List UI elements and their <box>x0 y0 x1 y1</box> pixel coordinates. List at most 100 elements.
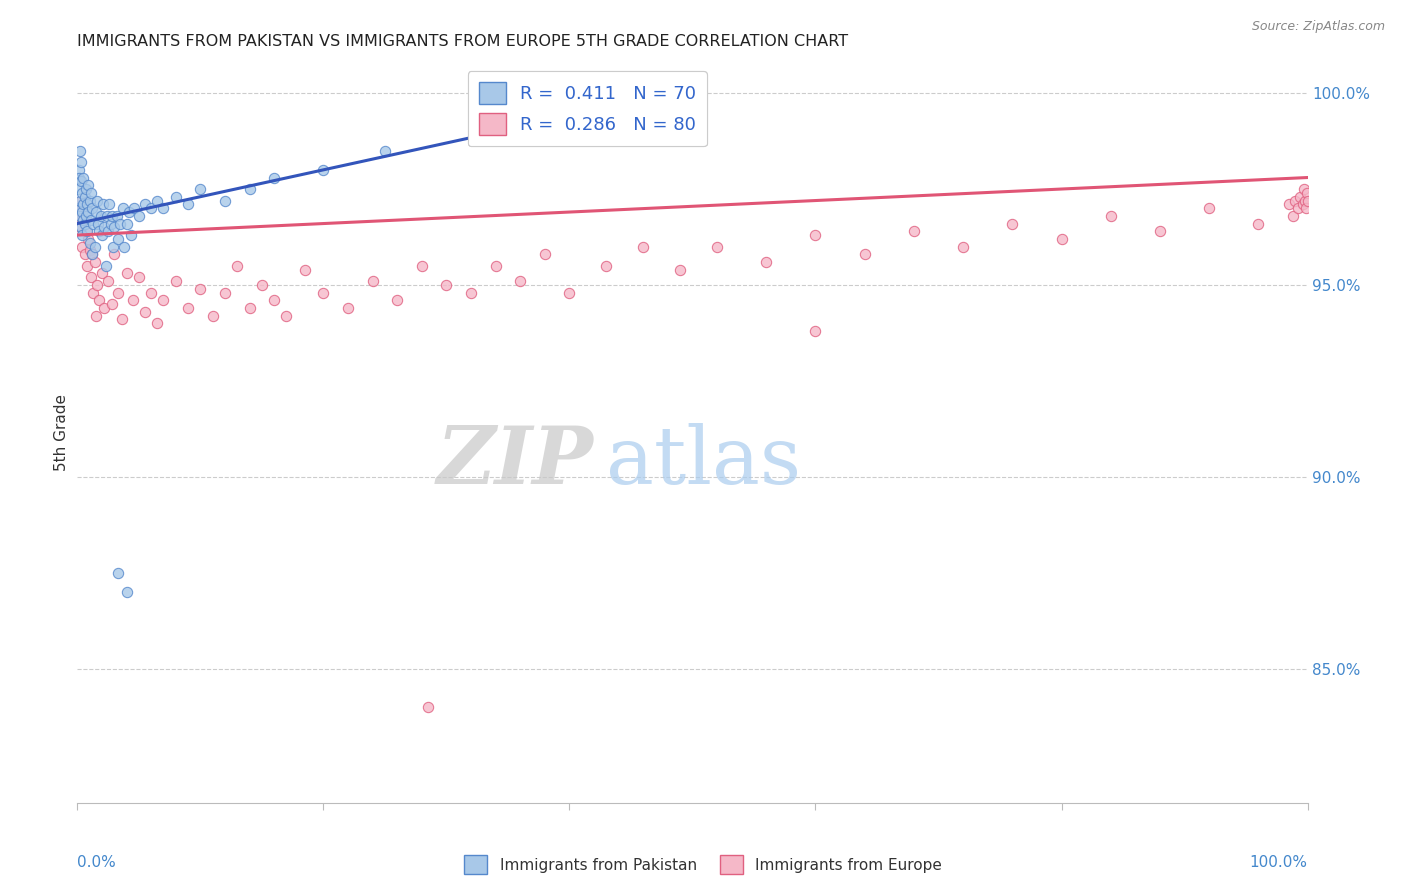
Point <box>70 186 93 200</box>
Point <box>66 201 89 215</box>
Point <box>1294 194 1316 208</box>
Point <box>115 584 138 599</box>
Point <box>558 285 581 300</box>
Point <box>70 220 93 235</box>
Point <box>84 205 107 219</box>
Point <box>76 224 98 238</box>
Point <box>111 312 132 326</box>
Point <box>903 224 925 238</box>
Point <box>134 197 156 211</box>
Point <box>67 170 90 185</box>
Point <box>122 201 145 215</box>
Text: 100.0%: 100.0% <box>1250 855 1308 870</box>
Point <box>416 699 439 714</box>
Point <box>165 274 187 288</box>
Point <box>105 209 128 223</box>
Point <box>188 182 212 196</box>
Point <box>90 228 114 243</box>
Point <box>436 277 458 292</box>
Point <box>79 235 101 250</box>
Point <box>1099 209 1122 223</box>
Point <box>77 178 100 193</box>
Point <box>82 201 104 215</box>
Point <box>72 170 94 185</box>
Point <box>250 277 273 292</box>
Point <box>115 267 138 281</box>
Point <box>485 259 508 273</box>
Point <box>70 205 93 219</box>
Text: atlas: atlas <box>606 423 801 501</box>
Text: IMMIGRANTS FROM PAKISTAN VS IMMIGRANTS FROM EUROPE 5TH GRADE CORRELATION CHART: IMMIGRANTS FROM PAKISTAN VS IMMIGRANTS F… <box>77 34 848 49</box>
Text: Source: ZipAtlas.com: Source: ZipAtlas.com <box>1251 20 1385 33</box>
Point <box>83 255 105 269</box>
Point <box>239 301 262 315</box>
Point <box>141 285 163 300</box>
Point <box>337 301 360 315</box>
Point <box>69 194 91 208</box>
Point <box>97 224 120 238</box>
Point <box>1286 201 1309 215</box>
Point <box>534 247 557 261</box>
Point <box>385 293 409 308</box>
Point <box>1284 194 1306 208</box>
Point <box>633 239 655 253</box>
Point <box>87 217 110 231</box>
Point <box>80 186 103 200</box>
Point <box>89 224 111 238</box>
Point <box>804 228 827 243</box>
Point <box>214 194 236 208</box>
Point <box>82 285 104 300</box>
Point <box>67 162 90 177</box>
Point <box>70 194 93 208</box>
Point <box>80 270 103 285</box>
Point <box>239 182 262 196</box>
Point <box>101 209 124 223</box>
Point <box>75 209 97 223</box>
Point <box>121 293 143 308</box>
Point <box>97 274 120 288</box>
Point <box>72 212 94 227</box>
Point <box>152 201 174 215</box>
Legend: Immigrants from Pakistan, Immigrants from Europe: Immigrants from Pakistan, Immigrants fro… <box>458 849 948 880</box>
Point <box>69 144 91 158</box>
Point <box>755 255 778 269</box>
Point <box>177 301 200 315</box>
Point <box>118 205 141 219</box>
Point <box>67 209 90 223</box>
Point <box>294 262 316 277</box>
Point <box>952 239 974 253</box>
Point <box>69 220 91 235</box>
Point <box>595 259 617 273</box>
Point <box>84 309 107 323</box>
Legend: R =  0.411   N = 70, R =  0.286   N = 80: R = 0.411 N = 70, R = 0.286 N = 80 <box>468 71 707 146</box>
Point <box>66 182 89 196</box>
Point <box>128 270 150 285</box>
Point <box>1296 194 1319 208</box>
Point <box>214 285 236 300</box>
Point <box>1278 197 1301 211</box>
Point <box>165 190 187 204</box>
Point <box>146 316 169 330</box>
Point <box>115 217 138 231</box>
Point <box>75 224 97 238</box>
Point <box>1292 197 1315 211</box>
Point <box>460 285 482 300</box>
Point <box>70 228 93 243</box>
Point <box>93 301 115 315</box>
Point <box>1247 217 1270 231</box>
Point <box>121 228 143 243</box>
Point <box>75 182 97 196</box>
Point <box>1296 186 1319 200</box>
Point <box>82 247 104 261</box>
Point <box>96 209 118 223</box>
Point <box>1198 201 1220 215</box>
Point <box>100 217 122 231</box>
Point <box>94 259 117 273</box>
Point <box>79 194 101 208</box>
Point <box>89 293 111 308</box>
Point <box>79 244 101 258</box>
Point <box>101 297 124 311</box>
Point <box>107 285 129 300</box>
Point <box>107 232 129 246</box>
Point <box>1292 182 1315 196</box>
